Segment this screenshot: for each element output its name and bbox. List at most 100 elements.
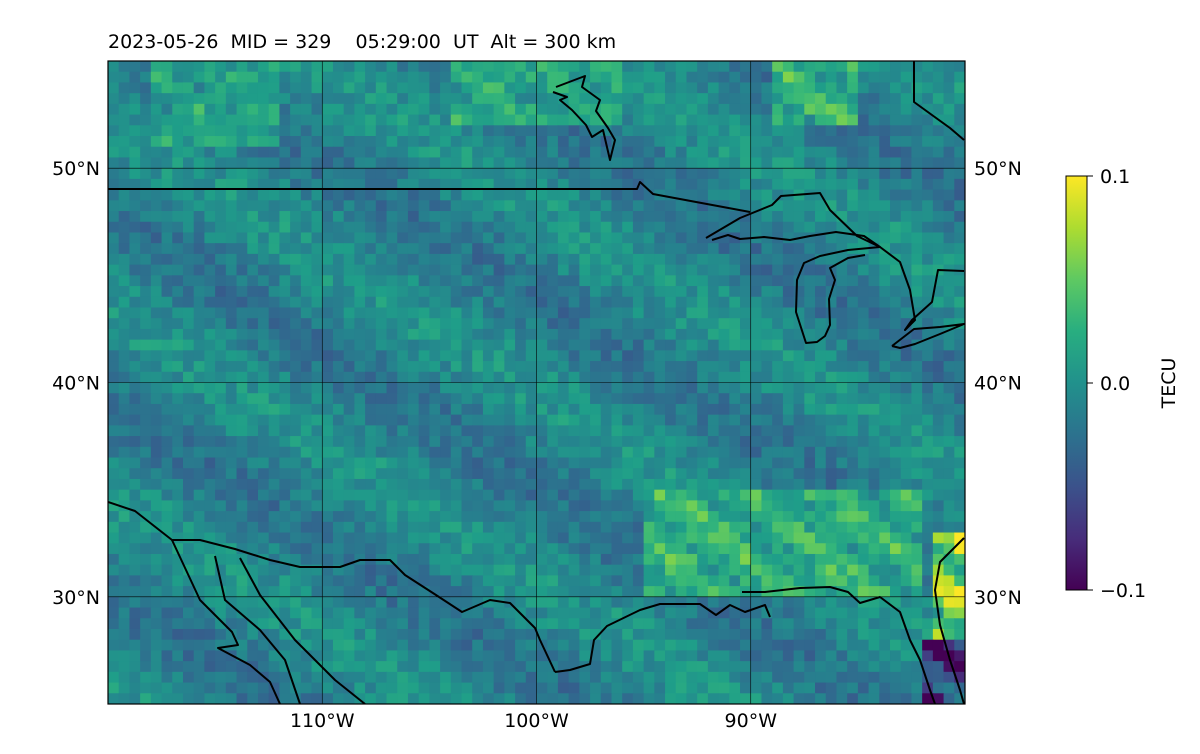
heatmap-cell (204, 543, 216, 555)
heatmap-cell (600, 661, 613, 673)
heatmap-cell (557, 103, 570, 116)
heatmap-cell (697, 157, 709, 169)
heatmap-cell (150, 168, 163, 180)
heatmap-cell (365, 71, 377, 84)
heatmap-cell (461, 114, 473, 126)
heatmap-cell (429, 564, 441, 576)
heatmap-cell (268, 543, 280, 555)
heatmap-cell (247, 650, 259, 662)
heatmap-cell (257, 468, 270, 480)
heatmap-cell (654, 393, 666, 405)
heatmap-cell (536, 596, 548, 609)
heatmap-cell (911, 393, 923, 405)
heatmap-cell (290, 543, 302, 555)
heatmap-cell (140, 146, 152, 159)
heatmap-cell (429, 393, 441, 405)
heatmap-cell (772, 468, 784, 480)
heatmap-cell (418, 328, 430, 341)
heatmap-cell (579, 178, 591, 191)
heatmap-cell (193, 500, 206, 512)
heatmap-cell (193, 82, 206, 94)
heatmap-cell (440, 521, 452, 534)
heatmap-cell (793, 403, 805, 416)
heatmap-cell (590, 414, 602, 426)
heatmap-cell (900, 157, 913, 169)
heatmap-cell (579, 61, 591, 73)
heatmap-cell (386, 500, 398, 512)
heatmap-cell (579, 339, 591, 351)
heatmap-cell (932, 125, 945, 137)
heatmap-cell (472, 414, 484, 426)
heatmap-cell (772, 339, 784, 351)
heatmap-cell (482, 114, 495, 126)
heatmap-cell (311, 339, 323, 351)
heatmap-cell (247, 446, 259, 459)
heatmap-cell (118, 618, 131, 630)
heatmap-cell (793, 457, 805, 469)
heatmap-cell (397, 489, 409, 501)
heatmap-cell (772, 532, 784, 544)
heatmap-cell (397, 425, 409, 437)
heatmap-cell (236, 93, 248, 105)
coastline-gulf-texas (554, 603, 771, 673)
heatmap-cell (932, 178, 945, 191)
heatmap-cell (247, 628, 259, 641)
heatmap-cell (536, 146, 548, 159)
heatmap-cell (600, 586, 613, 598)
heatmap-cell (643, 639, 655, 652)
heatmap-cell (793, 436, 805, 448)
heatmap-cell (922, 253, 934, 266)
heatmap-cell (472, 468, 484, 480)
heatmap-cell (632, 596, 645, 609)
heatmap-cell (257, 232, 270, 244)
heatmap-cell (857, 93, 870, 105)
heatmap-cell (943, 136, 955, 148)
heatmap-cell (150, 350, 163, 362)
heatmap-cell (836, 211, 848, 223)
heatmap-cell (204, 382, 216, 394)
heatmap-cell (215, 146, 227, 159)
heatmap-cell (172, 61, 184, 73)
heatmap-cell (900, 468, 913, 480)
heatmap-cell (182, 243, 195, 255)
heatmap-cell (622, 253, 634, 266)
heatmap-cell (718, 596, 730, 609)
heatmap-cell (375, 532, 388, 544)
heatmap-cell (257, 382, 270, 394)
heatmap-cell (332, 211, 345, 223)
heatmap-cell (836, 607, 848, 619)
heatmap-cell (932, 232, 945, 244)
heatmap-cell (697, 243, 709, 255)
heatmap-cell (557, 146, 570, 159)
heatmap-cell (890, 436, 902, 448)
heatmap-cell (407, 521, 420, 534)
heatmap-cell (890, 371, 902, 384)
heatmap-cell (204, 286, 216, 298)
heatmap-cell (825, 511, 838, 523)
heatmap-cell (654, 532, 666, 544)
heatmap-cell (675, 446, 688, 459)
heatmap-cell (129, 500, 141, 512)
heatmap-cell (225, 286, 238, 298)
heatmap-cell (579, 564, 591, 576)
heatmap-cell (750, 618, 763, 630)
heatmap-cell (911, 328, 923, 341)
heatmap-cell (911, 575, 923, 587)
heatmap-cell (622, 457, 634, 469)
heatmap-cell (386, 168, 398, 180)
heatmap-cell (804, 211, 816, 223)
heatmap-cell (611, 157, 623, 169)
heatmap-cell (611, 253, 623, 266)
heatmap-cell (182, 425, 195, 437)
heatmap-cell (108, 361, 120, 373)
heatmap-cell (782, 339, 795, 351)
heatmap-cell (247, 125, 259, 137)
heatmap-cell (740, 521, 752, 534)
heatmap-cell (943, 457, 955, 469)
heatmap-cell (707, 586, 720, 598)
heatmap-cell (772, 221, 784, 234)
heatmap-cell (225, 693, 238, 704)
heatmap-cell (890, 211, 902, 223)
heatmap-cell (482, 478, 495, 491)
heatmap-cell (225, 168, 238, 180)
